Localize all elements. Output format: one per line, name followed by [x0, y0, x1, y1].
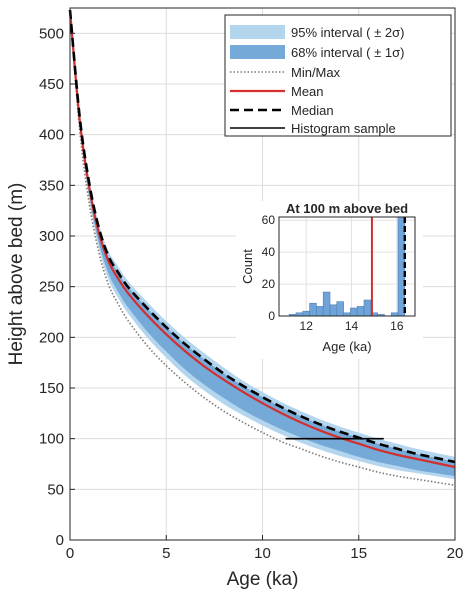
inset-bar — [356, 306, 365, 317]
y-tick-label: 200 — [39, 329, 64, 346]
inset-bar — [309, 302, 317, 317]
legend-label-median: Median — [291, 103, 334, 118]
y-axis-title: Height above bed (m) — [6, 183, 27, 366]
inset-bar — [322, 291, 331, 317]
inset-histogram: 12 14 16 0 20 40 60 At 100 m above bed Age (ka) C… — [236, 201, 423, 359]
legend-label-minmax: Min/Max — [291, 65, 341, 80]
y-tick-label: 450 — [39, 76, 64, 93]
inset-y-tick-label: 40 — [262, 245, 276, 259]
x-tick-label: 5 — [162, 545, 170, 562]
inset-x-tick-label: 16 — [390, 319, 404, 333]
y-tick-label: 50 — [47, 481, 64, 498]
y-tick-label: 350 — [39, 177, 64, 194]
inset-y-axis-title: Count — [240, 249, 255, 284]
inset-bar — [336, 301, 344, 317]
minmax-line — [69, 9, 456, 487]
inset-title: At 100 m above bed — [286, 201, 408, 216]
median-line — [68, 9, 456, 464]
inset-bar — [350, 307, 358, 317]
y-tick-label: 500 — [39, 25, 64, 42]
inset-bar — [316, 306, 324, 317]
legend-label-mean: Mean — [291, 84, 324, 99]
inset-x-axis-title: Age (ka) — [322, 339, 371, 354]
legend-label-95: 95% interval ( ± 2σ) — [291, 25, 404, 40]
y-tick-label: 100 — [39, 431, 64, 448]
y-tick-label: 0 — [56, 532, 64, 549]
y-tick-label: 400 — [39, 127, 64, 144]
inset-y-tick-label: 60 — [262, 213, 276, 227]
y-tick-label: 300 — [39, 228, 64, 245]
inset-bar — [363, 299, 372, 317]
x-tick-label: 15 — [350, 545, 367, 562]
inset-bar — [302, 310, 310, 317]
x-axis-title: Age (ka) — [227, 569, 299, 590]
legend: 95% interval ( ± 2σ) 68% interval ( ± 1σ)… — [224, 14, 452, 137]
x-tick-label: 10 — [254, 545, 271, 562]
y-tick-label: 150 — [39, 380, 64, 397]
legend-swatch-68 — [230, 45, 285, 59]
inset-x-tick-label: 12 — [300, 319, 314, 333]
legend-swatch-95 — [230, 25, 285, 39]
inset-y-tick-label: 0 — [268, 309, 275, 323]
x-tick-label: 0 — [66, 545, 74, 562]
x-tick-label: 20 — [447, 545, 464, 562]
legend-label-sample: Histogram sample — [291, 121, 396, 136]
mean-line — [68, 9, 456, 469]
inset-frame — [278, 216, 416, 317]
legend-label-68: 68% interval ( ± 1σ) — [291, 45, 404, 60]
inset-bar — [329, 304, 338, 317]
y-tick-label: 250 — [39, 279, 64, 296]
inset-y-tick-label: 20 — [262, 277, 276, 291]
inset-x-tick-label: 14 — [345, 319, 359, 333]
inset-plot-area — [279, 217, 415, 316]
